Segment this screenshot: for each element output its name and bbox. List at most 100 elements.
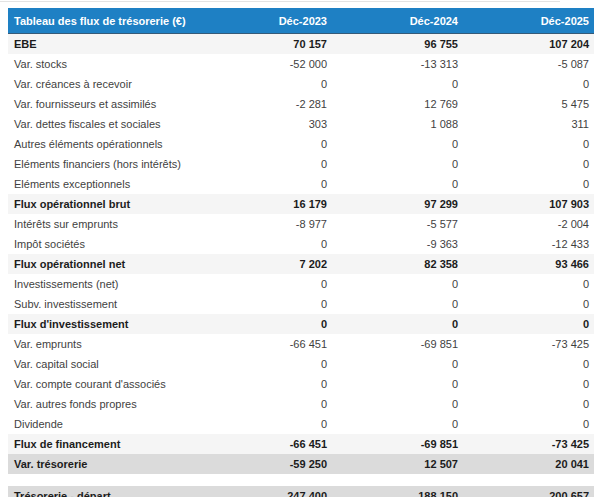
row-value: 247 400 bbox=[201, 486, 332, 497]
table-body: EBE70 15796 755107 204Var. stocks-52 000… bbox=[8, 34, 594, 497]
table-row: Var. dettes fiscales et sociales3031 088… bbox=[8, 114, 594, 134]
row-value: 7 202 bbox=[201, 254, 332, 274]
row-value: 188 150 bbox=[332, 486, 463, 497]
row-value: 5 475 bbox=[463, 94, 594, 114]
row-label: Trésorerie - départ bbox=[8, 486, 201, 497]
row-value: -69 851 bbox=[332, 334, 463, 354]
row-value: 0 bbox=[201, 174, 332, 194]
table-row: EBE70 15796 755107 204 bbox=[8, 34, 594, 55]
table-row: Impôt sociétés0-9 363-12 433 bbox=[8, 234, 594, 254]
row-value: 311 bbox=[463, 114, 594, 134]
row-value: -73 425 bbox=[463, 434, 594, 454]
row-value: 0 bbox=[332, 374, 463, 394]
table-header: Tableau des flux de trésorerie (€) Déc-2… bbox=[8, 8, 594, 34]
row-value: 0 bbox=[463, 314, 594, 334]
row-label: Var. capital social bbox=[8, 354, 201, 374]
table-row: Eléments exceptionnels000 bbox=[8, 174, 594, 194]
row-value: 0 bbox=[463, 354, 594, 374]
row-value: 0 bbox=[201, 274, 332, 294]
row-value: 82 358 bbox=[332, 254, 463, 274]
row-value: 0 bbox=[463, 74, 594, 94]
row-value: 70 157 bbox=[201, 34, 332, 55]
row-value: -2 281 bbox=[201, 94, 332, 114]
row-label: Eléments financiers (hors intérêts) bbox=[8, 154, 201, 174]
row-value: -66 451 bbox=[201, 334, 332, 354]
table-row: Flux d'investissement000 bbox=[8, 314, 594, 334]
row-value: -2 004 bbox=[463, 214, 594, 234]
row-value: 0 bbox=[332, 414, 463, 434]
row-label: Autres éléments opérationnels bbox=[8, 134, 201, 154]
row-value: 0 bbox=[332, 134, 463, 154]
row-value: 0 bbox=[201, 294, 332, 314]
row-value: 107 204 bbox=[463, 34, 594, 55]
row-label: Flux opérationnel brut bbox=[8, 194, 201, 214]
row-value: -69 851 bbox=[332, 434, 463, 454]
column-header-dec-2023: Déc-2023 bbox=[201, 8, 332, 34]
row-value: 0 bbox=[463, 274, 594, 294]
row-value: 0 bbox=[463, 374, 594, 394]
table-row: Flux opérationnel brut16 17997 299107 90… bbox=[8, 194, 594, 214]
row-value: 96 755 bbox=[332, 34, 463, 55]
row-value: 16 179 bbox=[201, 194, 332, 214]
row-value: 0 bbox=[332, 394, 463, 414]
cashflow-table-container: Tableau des flux de trésorerie (€) Déc-2… bbox=[8, 8, 594, 497]
spacer-cell bbox=[8, 474, 594, 486]
row-label: EBE bbox=[8, 34, 201, 55]
row-value: 303 bbox=[201, 114, 332, 134]
header-row: Tableau des flux de trésorerie (€) Déc-2… bbox=[8, 8, 594, 34]
table-row: Var. stocks-52 000-13 313-5 087 bbox=[8, 54, 594, 74]
row-value: 0 bbox=[463, 414, 594, 434]
table-row: Flux de financement-66 451-69 851-73 425 bbox=[8, 434, 594, 454]
row-value: -59 250 bbox=[201, 454, 332, 474]
row-value: -12 433 bbox=[463, 234, 594, 254]
table-row: Var. emprunts-66 451-69 851-73 425 bbox=[8, 334, 594, 354]
table-row: Eléments financiers (hors intérêts)000 bbox=[8, 154, 594, 174]
top-divider bbox=[0, 1, 560, 2]
row-label: Intérêts sur emprunts bbox=[8, 214, 201, 234]
cashflow-table: Tableau des flux de trésorerie (€) Déc-2… bbox=[8, 8, 594, 497]
row-label: Investissements (net) bbox=[8, 274, 201, 294]
row-value: -66 451 bbox=[201, 434, 332, 454]
row-value: 20 041 bbox=[463, 454, 594, 474]
row-value: 0 bbox=[201, 154, 332, 174]
row-value: 0 bbox=[463, 154, 594, 174]
row-value: 97 299 bbox=[332, 194, 463, 214]
row-label: Var. fournisseurs et assimilés bbox=[8, 94, 201, 114]
row-value: 0 bbox=[332, 154, 463, 174]
row-value: -8 977 bbox=[201, 214, 332, 234]
row-label: Flux opérationnel net bbox=[8, 254, 201, 274]
row-label: Subv. investissement bbox=[8, 294, 201, 314]
table-row: Var. autres fonds propres000 bbox=[8, 394, 594, 414]
row-value: 0 bbox=[201, 354, 332, 374]
row-value: 12 507 bbox=[332, 454, 463, 474]
row-value: -5 087 bbox=[463, 54, 594, 74]
row-label: Flux d'investissement bbox=[8, 314, 201, 334]
row-value: 0 bbox=[332, 314, 463, 334]
table-row: Intérêts sur emprunts-8 977-5 577-2 004 bbox=[8, 214, 594, 234]
table-row: Var. créances à recevoir000 bbox=[8, 74, 594, 94]
table-title: Tableau des flux de trésorerie (€) bbox=[8, 8, 201, 34]
row-value: 0 bbox=[201, 374, 332, 394]
row-value: 0 bbox=[201, 314, 332, 334]
row-value: -52 000 bbox=[201, 54, 332, 74]
column-header-dec-2025: Déc-2025 bbox=[463, 8, 594, 34]
table-row: Var. fournisseurs et assimilés-2 28112 7… bbox=[8, 94, 594, 114]
row-label: Var. emprunts bbox=[8, 334, 201, 354]
row-value: -73 425 bbox=[463, 334, 594, 354]
row-value: 0 bbox=[332, 354, 463, 374]
row-value: 93 466 bbox=[463, 254, 594, 274]
row-value: 0 bbox=[201, 134, 332, 154]
row-label: Flux de financement bbox=[8, 434, 201, 454]
row-value: -9 363 bbox=[332, 234, 463, 254]
table-row: Flux opérationnel net7 20282 35893 466 bbox=[8, 254, 594, 274]
table-row: Var. compte courant d'associés000 bbox=[8, 374, 594, 394]
row-value: 1 088 bbox=[332, 114, 463, 134]
row-value: 0 bbox=[332, 74, 463, 94]
row-value: 0 bbox=[463, 174, 594, 194]
row-label: Var. compte courant d'associés bbox=[8, 374, 201, 394]
row-value: 200 657 bbox=[463, 486, 594, 497]
table-row: Var. capital social000 bbox=[8, 354, 594, 374]
spacer-row bbox=[8, 474, 594, 486]
row-value: 12 769 bbox=[332, 94, 463, 114]
table-row: Subv. investissement000 bbox=[8, 294, 594, 314]
